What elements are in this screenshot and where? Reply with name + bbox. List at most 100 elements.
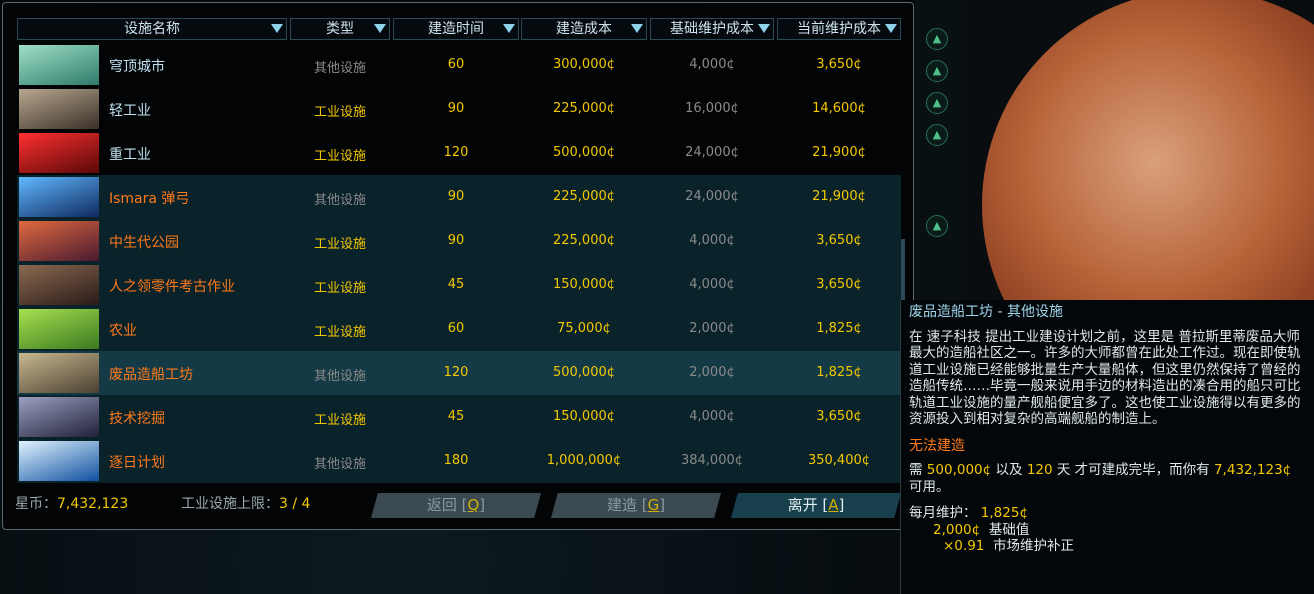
- facility-row[interactable]: 废品造船工坊 其他设施 120 500,000¢ 2,000¢ 1,825¢: [17, 351, 901, 395]
- facility-thumbnail: [19, 441, 99, 481]
- facility-base: 24,000¢: [685, 145, 739, 160]
- column-header-3[interactable]: 建造成本: [521, 18, 647, 40]
- cannot-build-warning: 无法建造: [909, 437, 965, 454]
- column-header-2[interactable]: 建造时间: [393, 18, 519, 40]
- column-header-0[interactable]: 设施名称: [17, 18, 287, 40]
- tooltip-description: 在 速子科技 提出工业建设计划之前，这里是 普拉斯里蒂废品大师 最大的造船社区之…: [909, 328, 1301, 428]
- facility-base: 4,000¢: [689, 233, 735, 248]
- facility-row[interactable]: 人之领零件考古作业 工业设施 45 150,000¢ 4,000¢ 3,650¢: [17, 263, 901, 307]
- facility-current: 3,650¢: [816, 409, 862, 424]
- facility-name: 人之领零件考古作业: [109, 279, 235, 295]
- facility-time: 90: [447, 101, 465, 116]
- facility-name: 轻工业: [109, 103, 151, 119]
- column-label: 建造成本: [556, 21, 612, 37]
- facility-time: 45: [447, 409, 465, 424]
- facility-type: 工业设施: [313, 413, 366, 428]
- facility-cost: 500,000¢: [552, 145, 616, 160]
- facility-base: 24,000¢: [685, 189, 739, 204]
- column-header-1[interactable]: 类型: [290, 18, 390, 40]
- facility-time: 120: [443, 365, 469, 380]
- facility-list: 穹顶城市 其他设施 60 300,000¢ 4,000¢ 3,650¢ 轻工业 工业设施 90 2…: [17, 43, 901, 483]
- industry-limit: 工业设施上限：3 / 4: [181, 493, 310, 513]
- upgrade-icon[interactable]: ▲: [926, 92, 948, 114]
- facility-thumbnail: [19, 353, 99, 393]
- facility-thumbnail: [19, 177, 99, 217]
- facility-type: 工业设施: [313, 237, 366, 252]
- facility-current: 3,650¢: [816, 57, 862, 72]
- column-header-5[interactable]: 当前维护成本: [777, 18, 901, 40]
- upkeep-base: 2,000¢ 基础值: [933, 521, 1030, 538]
- facility-name: 穹顶城市: [109, 59, 165, 75]
- facility-row[interactable]: Ismara 弹弓 其他设施 90 225,000¢ 24,000¢ 21,900¢: [17, 175, 901, 219]
- facility-type: 其他设施: [313, 369, 366, 384]
- upgrade-icon[interactable]: ▲: [926, 60, 948, 82]
- upgrade-icon[interactable]: ▲: [926, 28, 948, 50]
- facility-current: 3,650¢: [816, 233, 862, 248]
- facility-base: 2,000¢: [689, 365, 735, 380]
- facility-base: 16,000¢: [685, 101, 739, 116]
- credits-label: 星币：: [15, 496, 57, 512]
- column-label: 设施名称: [124, 21, 180, 37]
- facility-type: 工业设施: [313, 149, 366, 164]
- facility-row[interactable]: 穹顶城市 其他设施 60 300,000¢ 4,000¢ 3,650¢: [17, 43, 901, 87]
- facility-time: 180: [443, 453, 469, 468]
- facility-cost: 75,000¢: [557, 321, 611, 336]
- facility-tooltip: 废品造船工坊 - 其他设施 在 速子科技 提出工业建设计划之前，这里是 普拉斯里…: [900, 300, 1314, 594]
- facility-current: 3,650¢: [816, 277, 862, 292]
- facility-type: 其他设施: [313, 457, 366, 472]
- facility-type: 其他设施: [313, 193, 366, 208]
- facility-type: 其他设施: [313, 61, 366, 76]
- upgrade-icon[interactable]: ▲: [926, 124, 948, 146]
- column-header-4[interactable]: 基础维护成本: [650, 18, 774, 40]
- column-label: 建造时间: [428, 21, 484, 37]
- facility-cost: 300,000¢: [552, 57, 616, 72]
- tooltip-title: 废品造船工坊 - 其他设施: [909, 304, 1063, 320]
- facility-current: 1,825¢: [816, 365, 862, 380]
- facility-thumbnail: [19, 397, 99, 437]
- facility-name: 技术挖掘: [109, 411, 165, 427]
- facility-cost: 150,000¢: [552, 277, 616, 292]
- column-label: 基础维护成本: [670, 21, 754, 37]
- facility-row[interactable]: 农业 工业设施 60 75,000¢ 2,000¢ 1,825¢: [17, 307, 901, 351]
- facility-type: 工业设施: [313, 281, 366, 296]
- facility-cost: 225,000¢: [552, 101, 616, 116]
- facility-base: 4,000¢: [689, 409, 735, 424]
- sort-arrow-icon: [631, 24, 643, 33]
- facility-row[interactable]: 中生代公园 工业设施 90 225,000¢ 4,000¢ 3,650¢: [17, 219, 901, 263]
- facility-time: 90: [447, 233, 465, 248]
- facility-row[interactable]: 技术挖掘 工业设施 45 150,000¢ 4,000¢ 3,650¢: [17, 395, 901, 439]
- facility-thumbnail: [19, 221, 99, 261]
- facility-type: 工业设施: [313, 105, 366, 120]
- facility-name: 农业: [109, 323, 137, 339]
- facility-name: 废品造船工坊: [109, 367, 193, 383]
- facility-thumbnail: [19, 133, 99, 173]
- facility-current: 21,900¢: [812, 189, 866, 204]
- facility-row[interactable]: 逐日计划 其他设施 180 1,000,000¢ 384,000¢ 350,400¢: [17, 439, 901, 483]
- facility-name: Ismara 弹弓: [109, 191, 190, 207]
- requirement-text: 需 500,000¢ 以及 120 天 才可建成完毕，而你有 7,432,123…: [909, 462, 1292, 495]
- facility-current: 1,825¢: [816, 321, 862, 336]
- sort-arrow-icon: [758, 24, 770, 33]
- facility-row[interactable]: 轻工业 工业设施 90 225,000¢ 16,000¢ 14,600¢: [17, 87, 901, 131]
- facility-thumbnail: [19, 89, 99, 129]
- planet-view: [962, 0, 1314, 300]
- upkeep-modifier: ×0.91 市场维护补正: [943, 538, 1074, 554]
- monthly-upkeep: 每月维护： 1,825¢: [909, 505, 1029, 521]
- build-button[interactable]: 建造 [G]: [551, 493, 721, 518]
- back-button[interactable]: 返回 [Q]: [371, 493, 541, 518]
- upgrade-icon[interactable]: ▲: [926, 215, 948, 237]
- facility-name: 重工业: [109, 147, 151, 163]
- construction-panel: 设施名称 类型 建造时间 建造成本 基础维护成本 当前维护成本 穹顶城市 其他设施 60 300…: [2, 2, 914, 530]
- leave-button[interactable]: 离开 [A]: [731, 493, 901, 518]
- facility-time: 45: [447, 277, 465, 292]
- facility-base: 384,000¢: [680, 453, 744, 468]
- facility-time: 120: [443, 145, 469, 160]
- credits-value: 7,432,123: [57, 496, 129, 512]
- facility-base: 2,000¢: [689, 321, 735, 336]
- facility-row[interactable]: 重工业 工业设施 120 500,000¢ 24,000¢ 21,900¢: [17, 131, 901, 175]
- facility-type: 工业设施: [313, 325, 366, 340]
- facility-name: 逐日计划: [109, 455, 165, 471]
- credits-readout: 星币：7,432,123: [15, 493, 128, 513]
- facility-thumbnail: [19, 265, 99, 305]
- column-label: 当前维护成本: [797, 21, 881, 37]
